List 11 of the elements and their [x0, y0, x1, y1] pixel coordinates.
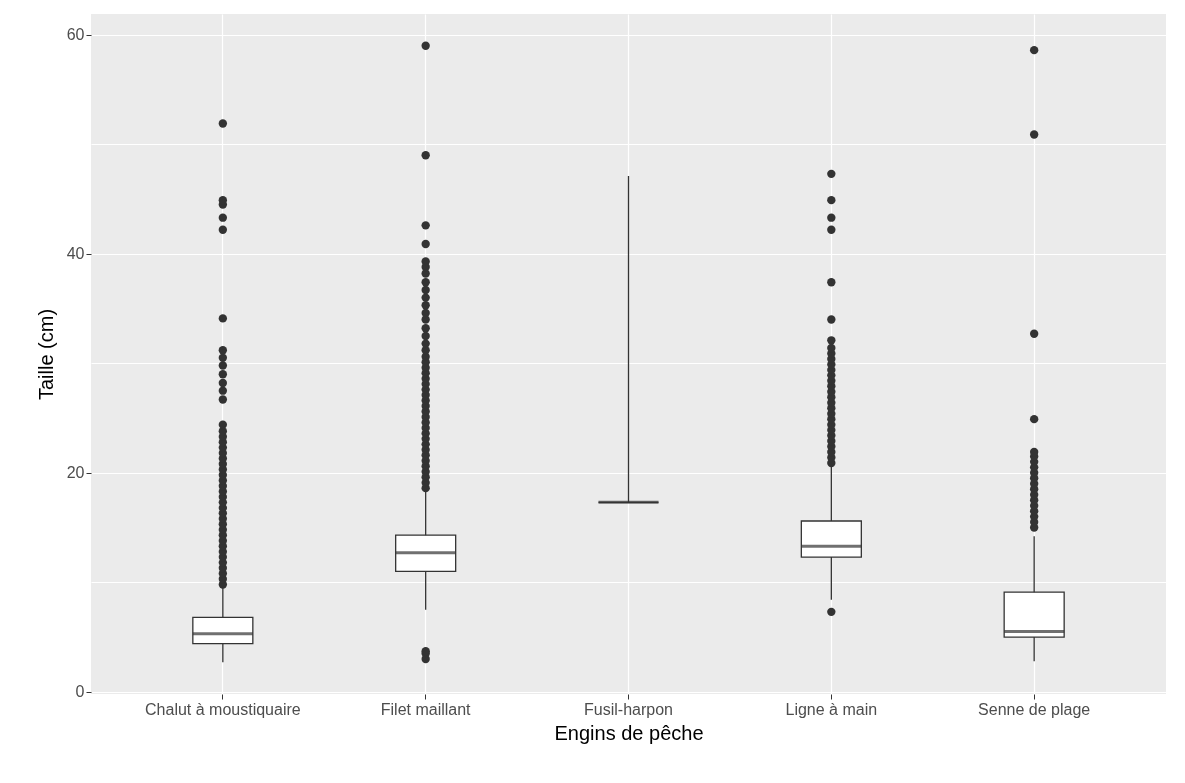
x-tick-label: Chalut à moustiquaire [145, 700, 301, 718]
x-axis-title: Engins de pêche [554, 721, 704, 744]
x-tick-label: Ligne à main [785, 700, 878, 718]
y-tick-label: 0 [75, 683, 85, 701]
y-axis-title: Taille (cm) [34, 308, 57, 401]
x-tick-label: Fusil-harpon [584, 700, 673, 718]
x-tick-label: Senne de plage [978, 700, 1091, 718]
x-tick-label: Filet maillant [380, 700, 472, 718]
y-tick-label: 40 [66, 245, 85, 263]
y-tick-label: 60 [66, 26, 85, 44]
y-tick-label: 20 [66, 464, 85, 482]
